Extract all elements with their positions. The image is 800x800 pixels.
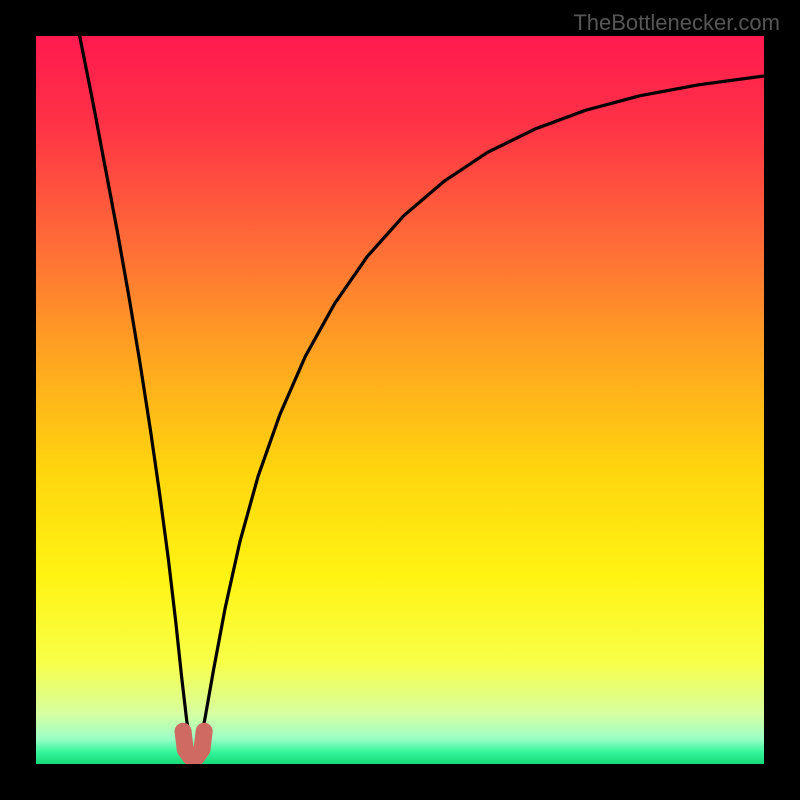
- minimum-marker: [183, 731, 204, 756]
- curve-layer: [36, 36, 764, 764]
- watermark-text: TheBottlenecker.com: [573, 10, 780, 36]
- bottleneck-curve: [80, 36, 764, 757]
- plot-area: [36, 36, 764, 764]
- chart-stage: TheBottlenecker.com: [0, 0, 800, 800]
